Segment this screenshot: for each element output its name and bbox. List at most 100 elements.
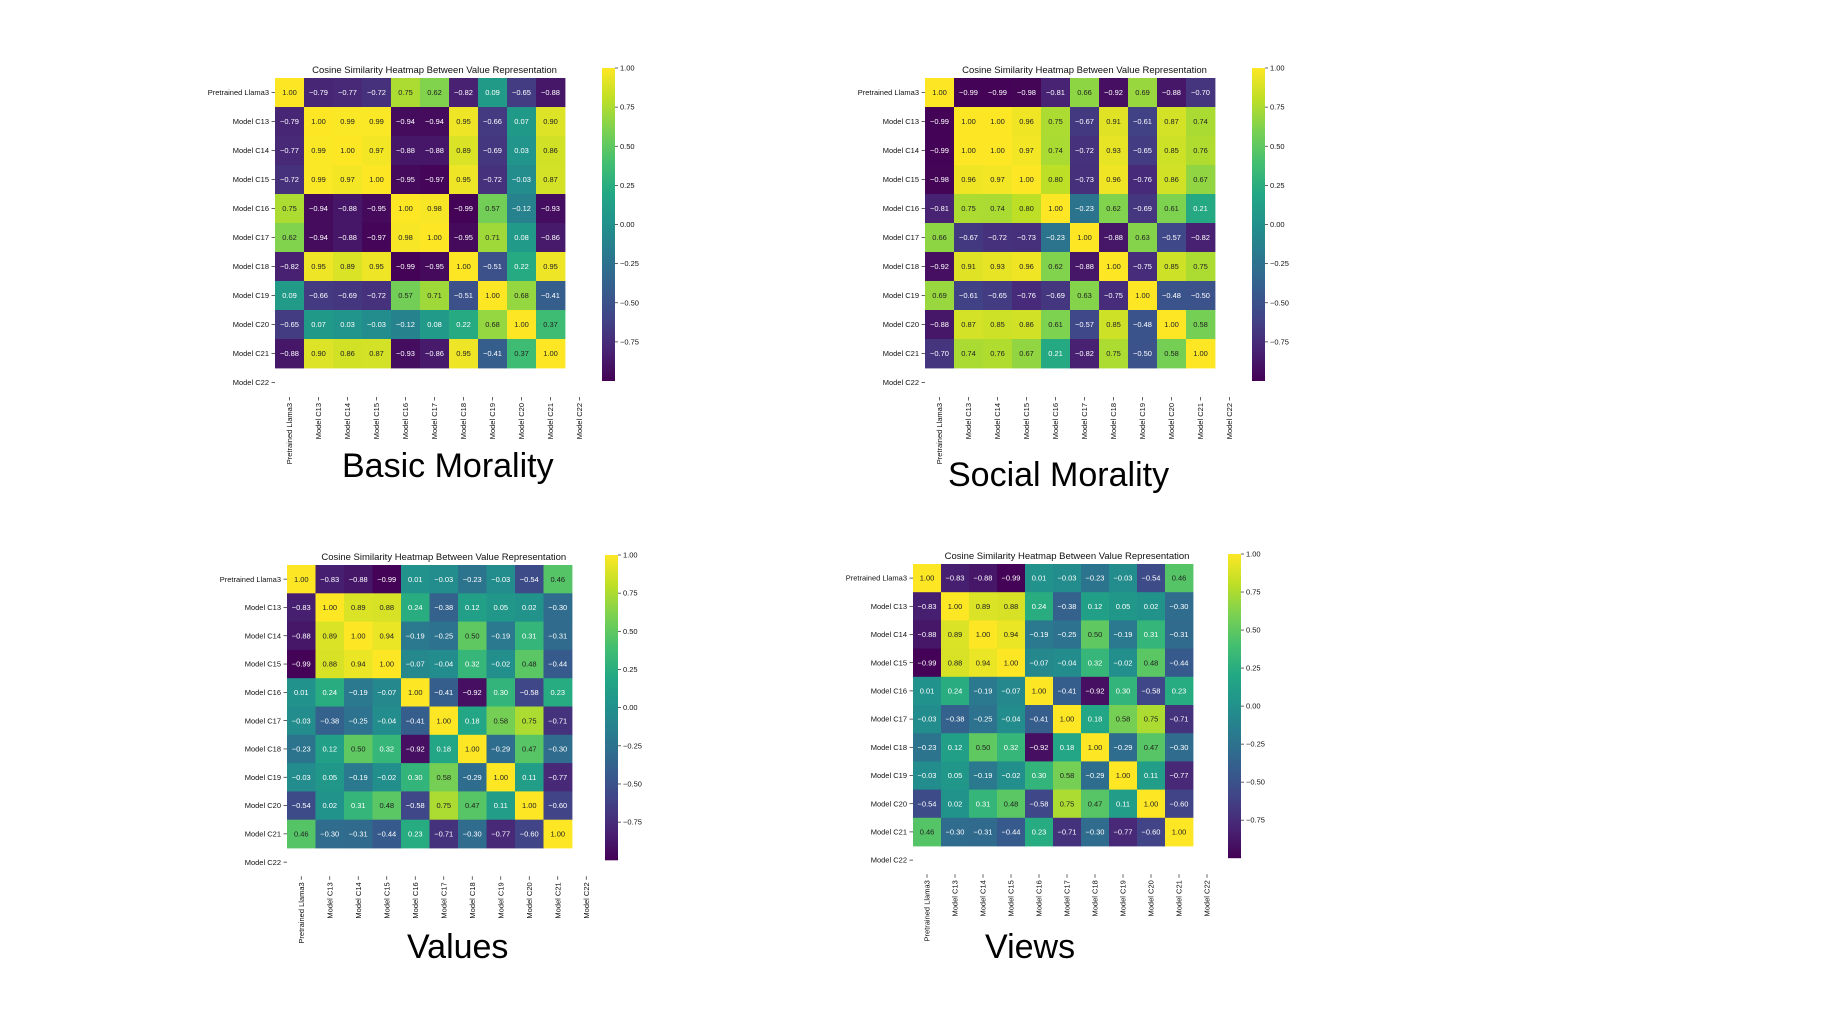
heatmap-cell [420, 339, 450, 369]
heatmap-cell [954, 136, 984, 166]
cell-value-label: 0.89 [340, 262, 355, 271]
heatmap-cell [1041, 165, 1071, 195]
cell-value-label: 0.85 [990, 320, 1005, 329]
cell-value-label: 0.68 [514, 291, 529, 300]
cell-value-label: 0.99 [340, 117, 355, 126]
heatmap-cell [1128, 252, 1158, 282]
heatmap-cell [536, 194, 566, 224]
cell-value-label: 0.71 [427, 291, 442, 300]
cell-value-label: −0.99 [959, 88, 978, 97]
heatmap-cell [1165, 761, 1194, 790]
heatmap-basic-morality: Cosine Similarity Heatmap Between Value … [208, 64, 639, 465]
col-tick-label: Model C16 [1051, 403, 1060, 439]
row-tick-label: Model C20 [883, 320, 919, 329]
cell-value-label: 0.05 [948, 771, 963, 780]
heatmap-cell [344, 706, 373, 736]
colorbar-tick-label: 0.50 [623, 627, 638, 636]
heatmap-cell [925, 339, 955, 369]
colorbar-tick-label: −0.50 [623, 779, 642, 788]
heatmap-cell [420, 78, 450, 108]
cell-value-label: 0.75 [1106, 349, 1121, 358]
cell-value-label: −0.79 [309, 88, 328, 97]
cell-value-label: 0.47 [1088, 799, 1103, 808]
heatmap-cell [362, 136, 392, 166]
cell-value-label: 0.62 [427, 88, 442, 97]
cell-value-label: −0.93 [396, 349, 415, 358]
heatmap-cell [1109, 620, 1138, 649]
col-tick-label: Pretrained Llama3 [923, 880, 932, 941]
heatmap-cell [344, 763, 373, 792]
row-tick-label: Model C13 [233, 117, 269, 126]
cell-value-label: 0.31 [351, 801, 366, 810]
heatmap-cell [1157, 281, 1187, 311]
heatmap-cell [362, 310, 392, 340]
cell-value-label: 0.74 [1048, 146, 1063, 155]
heatmap-cell [925, 252, 955, 282]
colorbar-tick-label: −0.75 [1270, 337, 1289, 346]
row-tick-label: Model C14 [233, 146, 269, 155]
heatmap-cell [391, 310, 421, 340]
heatmap-cell [372, 593, 402, 622]
row-tick-label: Model C13 [883, 117, 919, 126]
cell-value-label: 0.18 [436, 745, 451, 754]
heatmap-cell [913, 592, 942, 621]
col-tick-label: Model C22 [1203, 880, 1212, 916]
cell-value-label: 0.07 [311, 320, 326, 329]
cell-value-label: 0.97 [369, 146, 384, 155]
cell-value-label: −0.93 [541, 204, 560, 213]
cell-value-label: −0.99 [454, 204, 473, 213]
heatmap-cell [372, 565, 402, 594]
col-tick-label: Model C16 [1035, 880, 1044, 916]
cell-value-label: −0.82 [1191, 233, 1210, 242]
heatmap-cell [1081, 705, 1110, 734]
heatmap-cell [372, 621, 402, 651]
cell-value-label: 0.30 [1032, 771, 1047, 780]
heatmap-cell [515, 593, 544, 622]
heatmap-cell [913, 761, 942, 790]
row-tick-label: Pretrained Llama3 [220, 575, 281, 584]
heatmap-cell [543, 734, 573, 764]
heatmap-cell [1165, 817, 1194, 847]
heatmap-cell [507, 252, 537, 282]
heatmap-cell [507, 281, 537, 311]
cell-value-label: 1.00 [1077, 233, 1092, 242]
cell-value-label: −0.03 [367, 320, 386, 329]
heatmap-cell [1081, 564, 1110, 593]
heatmap-cell [449, 165, 479, 195]
cell-value-label: 1.00 [976, 630, 991, 639]
cell-value-label: 0.87 [961, 320, 976, 329]
heatmap-cell [1025, 817, 1054, 847]
cell-value-label: −0.07 [377, 688, 396, 697]
cell-value-label: 0.01 [920, 687, 935, 696]
cell-value-label: 0.96 [1019, 262, 1034, 271]
heatmap-cell [983, 165, 1013, 195]
colorbar-tick-label: 1.00 [620, 64, 635, 73]
heatmap-cell [1137, 705, 1166, 734]
col-tick-label: Model C17 [430, 403, 439, 439]
cell-value-label: −0.19 [491, 631, 510, 640]
cell-value-label: 0.74 [990, 204, 1005, 213]
heatmap-cell [1041, 310, 1071, 340]
heatmap-cell [969, 761, 998, 790]
cell-value-label: 1.00 [1144, 799, 1159, 808]
colorbar-tick-label: 0.50 [1246, 626, 1261, 635]
heatmap-cell [478, 223, 508, 253]
row-tick-label: Pretrained Llama3 [846, 574, 907, 583]
heatmap-cell [1157, 194, 1187, 224]
heatmap-cell [401, 819, 430, 849]
cell-value-label: 0.63 [1077, 291, 1092, 300]
cell-value-label: −0.50 [1133, 349, 1152, 358]
cell-value-label: 0.95 [456, 349, 471, 358]
cell-value-label: −0.07 [1002, 687, 1021, 696]
cell-value-label: 0.11 [1116, 799, 1130, 808]
colorbar [1252, 68, 1265, 381]
cell-value-label: −0.77 [338, 88, 357, 97]
heatmap-cell [458, 819, 487, 849]
cell-value-label: −0.72 [367, 291, 386, 300]
heatmap-cell [954, 281, 984, 311]
heatmap-cell [1081, 789, 1110, 819]
cell-value-label: 0.75 [282, 204, 297, 213]
cell-value-label: 0.91 [961, 262, 976, 271]
cell-value-label: 1.00 [961, 117, 976, 126]
cell-value-label: 0.05 [322, 773, 337, 782]
